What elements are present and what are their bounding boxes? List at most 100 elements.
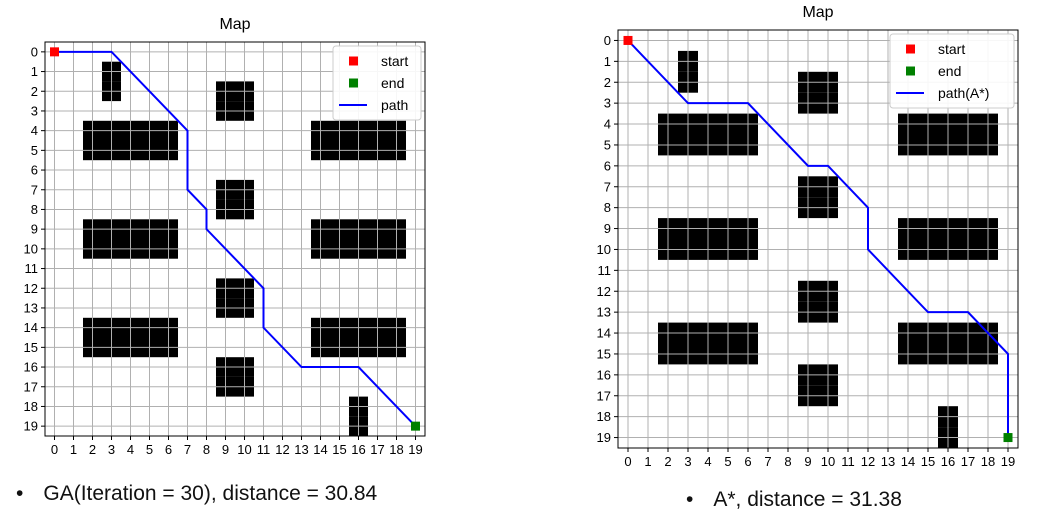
x-tick-label: 7 <box>764 454 771 469</box>
start-marker <box>623 35 633 45</box>
end-marker <box>1003 433 1013 443</box>
x-tick-label: 2 <box>664 454 671 469</box>
legend-end-swatch <box>906 66 915 76</box>
y-tick-label: 5 <box>604 137 611 152</box>
y-tick-label: 18 <box>597 409 611 424</box>
y-tick-label: 4 <box>604 117 611 132</box>
end-marker <box>411 421 420 431</box>
astar-caption-text: A*, distance = 31.38 <box>713 488 902 511</box>
x-tick-label: 4 <box>704 454 711 469</box>
legend: start end path(A*) <box>889 33 1015 109</box>
start-marker <box>50 47 59 57</box>
legend-end-label: end <box>938 63 961 79</box>
y-tick-label: 17 <box>597 388 611 403</box>
x-tick-label: 6 <box>165 442 172 457</box>
x-tick-label: 1 <box>70 442 77 457</box>
y-tick-label: 12 <box>597 284 611 299</box>
x-tick-label: 1 <box>644 454 651 469</box>
x-tick-label: 9 <box>222 442 229 457</box>
ga-caption-text: GA(Iteration = 30), distance = 30.84 <box>43 482 378 505</box>
y-tick-label: 6 <box>604 158 611 173</box>
x-tick-label: 17 <box>370 442 384 457</box>
x-tick-label: 9 <box>804 454 811 469</box>
x-tick-label: 19 <box>1001 454 1015 469</box>
ga-caption: • GA(Iteration = 30), distance = 30.84 <box>16 482 377 506</box>
path-line <box>627 39 1009 438</box>
y-tick-label: 7 <box>604 179 611 194</box>
x-tick-label: 2 <box>89 442 96 457</box>
y-tick-label: 16 <box>24 360 38 375</box>
y-tick-label: 16 <box>597 367 611 382</box>
y-tick-label: 19 <box>597 430 611 445</box>
path-line <box>54 50 417 427</box>
x-tick-label: 13 <box>881 454 895 469</box>
y-tick-label: 7 <box>31 182 38 197</box>
x-tick-label: 3 <box>684 454 691 469</box>
y-tick-label: 11 <box>25 261 39 276</box>
y-tick-label: 6 <box>31 163 38 178</box>
x-tick-label: 18 <box>981 454 995 469</box>
y-tick-label: 9 <box>31 222 38 237</box>
y-tick-label: 18 <box>24 399 38 414</box>
y-tick-label: 15 <box>597 346 611 361</box>
legend: start end path <box>332 45 422 121</box>
x-tick-label: 3 <box>108 442 115 457</box>
astar-map-chart: 0 1 2 3 4 5 6 7 8 9 10 11 12 13 14 15 16 17 18 190123456789… <box>597 4 1019 469</box>
y-tick-label: 3 <box>604 96 611 111</box>
y-tick-label: 11 <box>598 263 612 278</box>
x-tick-label: 7 <box>184 442 191 457</box>
y-tick-label: 12 <box>24 281 38 296</box>
x-tick-label: 19 <box>408 442 422 457</box>
x-tick-label: 8 <box>203 442 210 457</box>
x-tick-label: 17 <box>961 454 975 469</box>
y-tick-label: 1 <box>604 54 611 69</box>
legend-end-label: end <box>381 75 404 91</box>
x-tick-label: 16 <box>941 454 955 469</box>
y-tick-label: 14 <box>597 326 611 341</box>
legend-box <box>889 33 1015 109</box>
bullet-marker: • <box>686 488 694 511</box>
plot-frame <box>44 41 426 437</box>
y-tick-label: 17 <box>24 379 38 394</box>
legend-start-label: start <box>938 41 965 57</box>
x-tick-label: 5 <box>146 442 153 457</box>
x-tick-label: 8 <box>784 454 791 469</box>
x-tick-label: 13 <box>294 442 308 457</box>
legend-end-swatch <box>349 78 358 88</box>
chart-title: Map <box>219 16 250 33</box>
x-tick-label: 11 <box>841 454 855 469</box>
legend-start-swatch <box>906 44 915 54</box>
y-tick-label: 13 <box>597 305 611 320</box>
y-tick-label: 14 <box>24 320 38 335</box>
y-tick-label: 0 <box>604 33 611 48</box>
x-tick-label: 12 <box>861 454 875 469</box>
x-tick-label: 15 <box>921 454 935 469</box>
y-tick-label: 5 <box>31 143 38 158</box>
x-tick-label: 0 <box>51 442 58 457</box>
bullet-marker: • <box>16 482 24 505</box>
y-tick-label: 10 <box>24 241 38 256</box>
legend-start-label: start <box>381 53 408 69</box>
x-tick-label: 14 <box>313 442 327 457</box>
legend-path-label: path(A*) <box>938 85 989 101</box>
x-tick-label: 11 <box>257 442 271 457</box>
x-tick-label: 18 <box>389 442 403 457</box>
x-tick-label: 0 <box>624 454 631 469</box>
x-tick-label: 12 <box>275 442 289 457</box>
x-tick-label: 10 <box>237 442 251 457</box>
x-tick-label: 6 <box>744 454 751 469</box>
y-tick-label: 1 <box>31 64 38 79</box>
y-tick-label: 13 <box>24 300 38 315</box>
y-tick-label: 8 <box>31 202 38 217</box>
astar-caption: • A*, distance = 31.38 <box>686 488 902 512</box>
y-tick-label: 10 <box>597 242 611 257</box>
x-tick-label: 15 <box>332 442 346 457</box>
ga-map-chart: 0 1 2 3 4 5 6 7 8 9 10 11 12 13 14 15 16 17 18 190123456789… <box>24 16 426 457</box>
x-tick-label: 4 <box>127 442 134 457</box>
y-tick-label: 8 <box>604 200 611 215</box>
y-tick-label: 4 <box>31 123 38 138</box>
x-tick-label: 16 <box>351 442 365 457</box>
x-tick-label: 14 <box>901 454 915 469</box>
y-tick-label: 15 <box>24 340 38 355</box>
legend-path-label: path <box>381 97 408 113</box>
